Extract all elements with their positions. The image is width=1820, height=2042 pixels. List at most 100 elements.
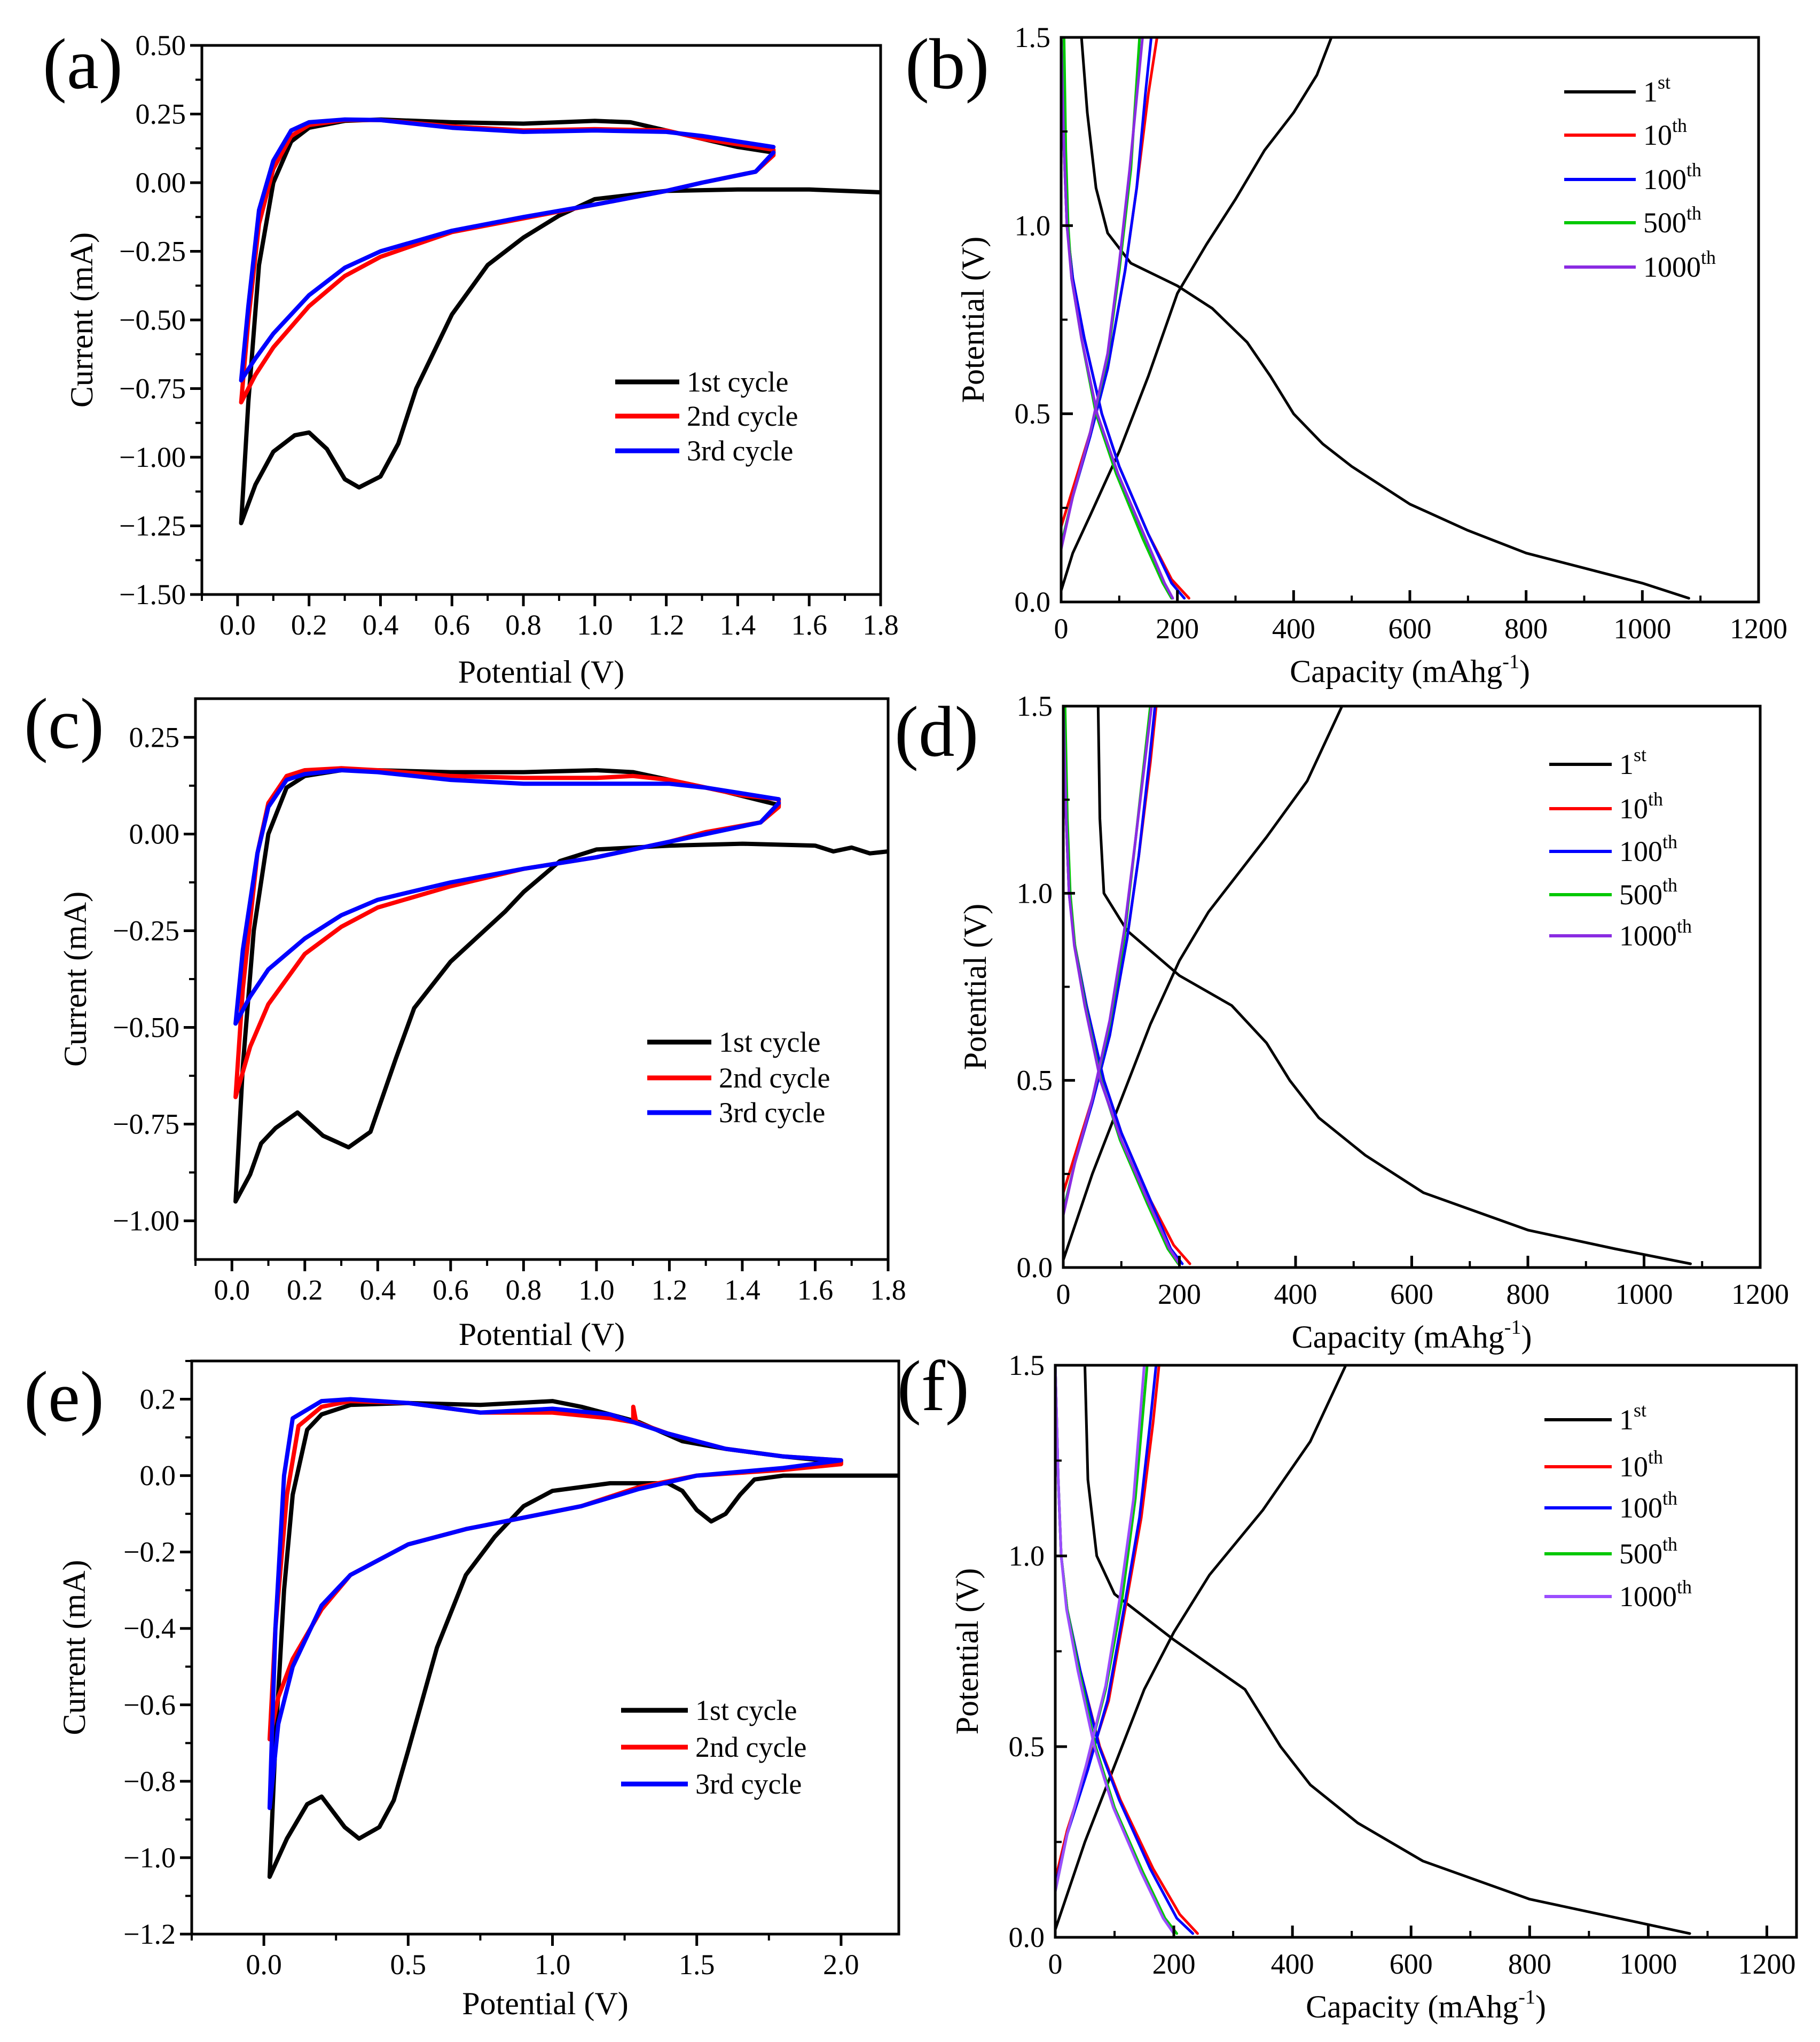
legend-item: 1st cycle [615,366,788,398]
series-line-1st-cycle [267,1399,899,1879]
legend-label: 10th [1619,788,1663,825]
x-tick-label: 0.4 [363,609,399,641]
x-tick-label: 1.5 [679,1949,715,1981]
series-line-1st-seg1 [1061,37,1333,592]
y-tick-label: 0.0 [140,1460,176,1492]
x-tick-label: 1.0 [578,1274,615,1306]
legend-label: 10th [1619,1446,1663,1483]
legend-label-superscript: th [1701,247,1716,268]
legend-item: 100th [1544,1488,1677,1524]
legend: 1st cycle 2nd cycle 3rd cycle [621,1694,806,1800]
legend-item: 2nd cycle [647,1062,830,1094]
legend-label-superscript: th [1648,788,1663,810]
legend-label-text: 1 [1619,748,1634,780]
x-axis-title-text: Capacity (mAhg [1292,1319,1504,1355]
legend-label: 1st [1643,72,1670,108]
legend-label-text: 1st cycle [695,1694,797,1726]
x-axis-title: Potential (V) [462,1986,629,2021]
series-line-1000th-seg1 [1061,37,1144,551]
panel-a: 0.0 0.2 0.4 0.6 0.8 1.0 1.2 1.4 1.6 1.8 0.50 0.25 0.… [43,25,899,690]
x-axis-title: Capacity (mAhg-1) [1292,1316,1532,1355]
series-line-1st-seg0 [1084,1365,1691,1935]
legend-label: 1000th [1619,916,1692,952]
legend-label-text: 1st cycle [687,366,788,398]
y-axis-title: Current (mA) [57,1560,92,1735]
series-group [239,117,881,526]
y-tick-label: 0.0 [1015,586,1051,618]
legend-item: 1st cycle [647,1026,820,1058]
legend-label-superscript: th [1662,831,1677,852]
legend-label: 1000th [1643,247,1716,283]
panel-label: (c) [24,684,104,764]
legend-item: 1000th [1549,916,1692,952]
x-tick-label: 1.6 [797,1274,834,1306]
y-tick-label: 0.2 [140,1383,176,1415]
panel-label: (a) [43,25,123,104]
y-tick-label: −0.25 [119,236,186,268]
legend-label-text: 3rd cycle [687,435,793,467]
legend-label-text: 500 [1619,879,1662,911]
y-tick-label: −1.00 [113,1205,179,1237]
legend-label-text: 100 [1619,835,1662,867]
y-tick-label: −0.75 [113,1108,179,1140]
y-tick-label: −1.25 [119,510,186,542]
legend-label-text: 500 [1619,1538,1662,1570]
y-tick-label: 0.5 [1017,1065,1053,1097]
x-tick-label: 800 [1507,1278,1550,1310]
legend-label-text: 3rd cycle [695,1768,802,1800]
x-tick-label: 1.6 [791,609,827,641]
legend-item: 10th [1549,788,1663,825]
legend-label: 1st [1619,744,1646,780]
x-tick-label: 0.2 [287,1274,323,1306]
series-line-1000th-seg1 [1055,1365,1146,1893]
legend-item: 10th [1564,115,1687,151]
panel-label: (e) [24,1357,104,1437]
legend-item: 1000th [1564,247,1716,283]
y-axis-title: Potential (V) [955,237,991,403]
panel-label: (b) [905,25,989,104]
y-tick-label: −0.50 [119,304,186,336]
plot-frame [1054,1364,1798,1939]
legend-label-text: 2nd cycle [695,1731,806,1763]
y-tick-label: −0.6 [123,1689,176,1721]
y-tick-label: 1.5 [1009,1349,1045,1381]
panel-d: 0 200 400 600 800 1000 1200 1.5 1.0 0.5 0.0 Capacit… [895,690,1789,1355]
y-tick-label: 0.0 [1009,1921,1045,1953]
x-axis-title: Potential (V) [458,654,625,690]
series-line-2nd-cycle [239,118,776,405]
legend-label-text: 500 [1643,207,1686,239]
legend-item: 3rd cycle [647,1097,825,1129]
legend-label: 1st cycle [687,366,788,398]
legend-label-superscript: st [1634,1399,1646,1421]
x-axis-title-text: Potential (V) [462,1986,629,2021]
legend-label-text: 10 [1643,119,1672,151]
y-tick-label: −1.2 [123,1918,176,1950]
x-tick-label: 200 [1152,1948,1196,1980]
legend-label-text: 3rd cycle [719,1097,825,1129]
legend-label-superscript: st [1658,72,1670,93]
x-tick-label: 1200 [1738,1948,1795,1980]
y-tick-label: 0.50 [136,29,186,61]
legend-label-superscript: th [1662,874,1677,896]
series-line-1st-seg1 [1055,1365,1347,1931]
x-axis-title: Capacity (mAhg-1) [1290,651,1530,689]
x-tick-label: 1.0 [577,609,613,641]
y-tick-label: 0.5 [1009,1731,1045,1763]
x-tick-label: 2.0 [823,1949,859,1981]
x-tick-label: 0.0 [219,609,256,641]
legend-label-text: 10 [1619,1451,1648,1483]
y-tick-label: −0.2 [123,1536,176,1568]
legend-item: 2nd cycle [615,400,798,432]
legend-label-text: 2nd cycle [719,1062,830,1094]
y-tick-label: 0.0 [1017,1251,1053,1284]
legend-item: 1st [1564,72,1670,108]
legend-label: 3rd cycle [695,1768,802,1800]
x-tick-label: 1000 [1613,613,1671,645]
series-group [233,766,888,1204]
legend-label-superscript: th [1672,115,1687,136]
legend-label-text: 100 [1643,163,1686,195]
legend-label-text: 1 [1619,1404,1634,1436]
x-tick-label: 600 [1390,1948,1433,1980]
